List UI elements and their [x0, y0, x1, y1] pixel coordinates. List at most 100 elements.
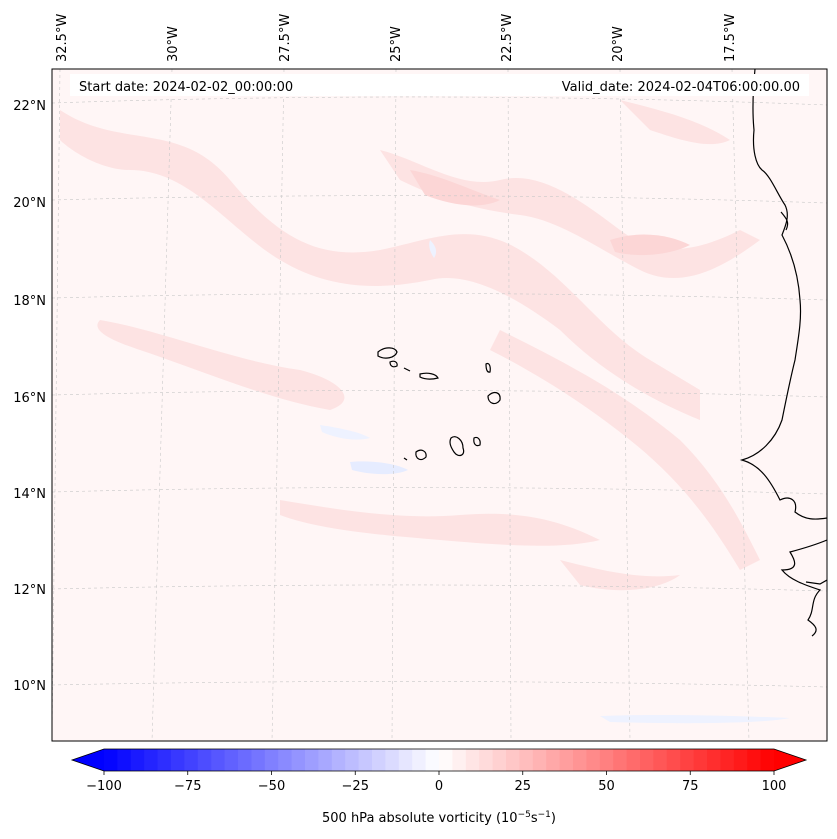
colorbar-step	[586, 749, 601, 771]
colorbar-step	[224, 749, 239, 771]
colorbar-step	[626, 749, 641, 771]
island-santa-luzia	[403, 367, 411, 372]
longitude-labels: 32.5°W 30°W 27.5°W 25°W 22.5°W 20°W 17.5…	[55, 14, 738, 62]
vorticity-band-negative	[350, 461, 408, 475]
colorbar-step	[546, 749, 561, 771]
colorbar-step	[104, 749, 118, 771]
colorbar-step	[331, 749, 346, 771]
latitude-labels: 22°N 20°N 18°N 16°N 14°N 12°N 10°N	[13, 99, 46, 694]
lon-label: 20°W	[611, 26, 626, 62]
island-boa-vista	[487, 391, 501, 405]
colorbar-step	[157, 749, 172, 771]
vorticity-band-negative	[600, 714, 790, 724]
lon-label: 32.5°W	[55, 14, 70, 62]
vorticity-band-positive	[380, 150, 760, 279]
coast-inlet	[780, 211, 789, 231]
colorbar-step	[465, 749, 480, 771]
colorbar-step	[733, 749, 748, 771]
colorbar-label: 500 hPa absolute vorticity (10−5s−1)	[322, 810, 556, 826]
colorbar-step	[479, 749, 494, 771]
colorbar-step	[238, 749, 252, 771]
colorbar-step	[519, 749, 534, 771]
colorbar-step	[117, 749, 132, 771]
colorbar-step	[707, 749, 721, 771]
colorbar-tick-label: 0	[435, 779, 443, 794]
colorbar: −100 −75 −50 −25 0 25 50 75 100 500 hPa absolute…	[70, 748, 808, 826]
colorbar-step	[653, 749, 668, 771]
vorticity-field	[60, 100, 790, 724]
colorbar-step	[345, 749, 360, 771]
colorbar-step	[640, 749, 654, 771]
africa-coastline	[739, 69, 827, 520]
lat-label: 20°N	[13, 196, 46, 211]
colorbar-step	[305, 749, 319, 771]
colorbar-step	[372, 749, 386, 771]
colorbar-step	[197, 749, 212, 771]
lat-label: 10°N	[13, 679, 46, 694]
colorbar-tick-label: 25	[514, 779, 531, 794]
colorbar-step	[693, 749, 708, 771]
date-info-box	[70, 74, 809, 96]
colorbar-step	[573, 749, 587, 771]
colorbar-tick-label: 75	[682, 779, 699, 794]
island-sal	[485, 362, 491, 373]
colorbar-tick-label: −25	[342, 779, 369, 794]
colorbar-step	[291, 749, 306, 771]
colorbar-extend-high	[774, 749, 806, 771]
colorbar-ticks: −100 −75 −50 −25 0 25 50 75 100	[86, 771, 786, 794]
colorbar-tick-label: −75	[174, 779, 201, 794]
colorbar-step	[251, 749, 266, 771]
lat-label: 16°N	[13, 391, 46, 406]
vorticity-band-positive	[280, 500, 600, 546]
colorbar-step	[318, 749, 333, 771]
island-santiago	[449, 436, 465, 457]
lon-label: 30°W	[166, 26, 181, 62]
colorbar-step	[506, 749, 520, 771]
vorticity-band-positive	[560, 560, 680, 591]
start-date-label: Start date: 2024-02-02_00:00:00	[79, 80, 293, 95]
colorbar-step	[412, 749, 427, 771]
colorbar-step	[613, 749, 628, 771]
lon-label: 27.5°W	[278, 14, 293, 62]
lon-label: 17.5°W	[723, 14, 738, 62]
vorticity-band-positive	[97, 320, 345, 410]
colorbar-step	[559, 749, 574, 771]
vorticity-band-negative	[429, 240, 437, 258]
colorbar-step	[144, 749, 159, 771]
colorbar-step	[599, 749, 614, 771]
island-maio	[473, 436, 481, 447]
island-brava	[403, 457, 408, 461]
graticule	[52, 69, 827, 741]
coastline	[377, 69, 827, 637]
vorticity-band-positive	[490, 330, 760, 570]
colorbar-step	[666, 749, 681, 771]
colorbar-step	[264, 749, 279, 771]
colorbar-step	[439, 749, 453, 771]
lat-label: 18°N	[13, 294, 46, 309]
island-sao-vicente	[389, 360, 398, 368]
colorbar-step	[760, 749, 775, 771]
colorbar-step	[680, 749, 695, 771]
island-fogo	[415, 449, 427, 461]
colorbar-step	[278, 749, 293, 771]
vorticity-band-negative	[320, 425, 370, 440]
vorticity-band-positive	[60, 110, 700, 420]
colorbar-step	[130, 749, 145, 771]
colorbar-step	[385, 749, 400, 771]
colorbar-step	[184, 749, 199, 771]
colorbar-steps	[104, 749, 775, 771]
lon-label: 25°W	[389, 26, 404, 62]
lat-label: 22°N	[13, 99, 46, 114]
vorticity-band-positive	[610, 234, 690, 256]
colorbar-step	[211, 749, 226, 771]
colorbar-step	[452, 749, 467, 771]
lat-label: 12°N	[13, 583, 46, 598]
colorbar-tick-label: −100	[86, 779, 122, 794]
colorbar-tick-label: −50	[258, 779, 285, 794]
lon-label: 22.5°W	[500, 14, 515, 62]
colorbar-step	[492, 749, 507, 771]
colorbar-tick-label: 100	[762, 779, 787, 794]
africa-coastline-south	[780, 539, 827, 637]
map-frame	[51, 68, 828, 742]
